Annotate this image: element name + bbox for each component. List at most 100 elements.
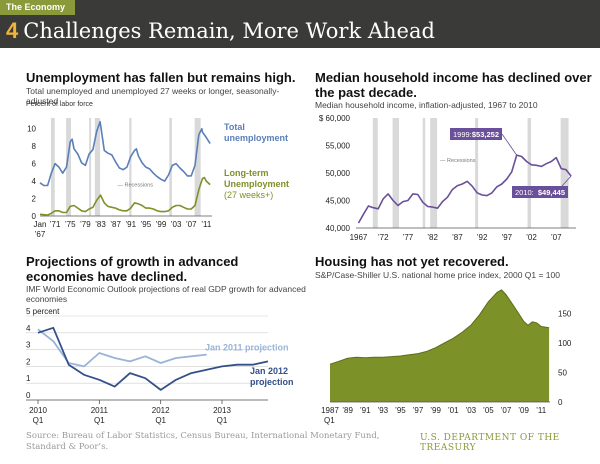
xtick-sublabel: Q1 bbox=[155, 416, 166, 425]
ytick-label: 55,000 bbox=[326, 142, 351, 151]
projection-line-1 bbox=[37, 326, 269, 391]
growth-chart-title: Projections of growth in advanced econom… bbox=[26, 254, 239, 284]
recession-band-1 bbox=[392, 118, 400, 228]
series-label: Jan 2011 projection bbox=[205, 342, 289, 352]
housing-line bbox=[329, 289, 550, 365]
ytick-label: 10 bbox=[27, 125, 36, 134]
projection-line-0 bbox=[37, 328, 207, 368]
xtick-label: 2012 bbox=[152, 406, 170, 415]
xtick-label: ’11 bbox=[201, 220, 212, 229]
recession-band-0 bbox=[372, 118, 378, 228]
ytick-label: 0 bbox=[32, 212, 37, 221]
xtick-label: ’71 bbox=[50, 220, 61, 229]
series-label: Unemployment bbox=[224, 179, 289, 189]
recession-band-0 bbox=[50, 118, 55, 216]
xtick-label: 1987 bbox=[321, 406, 339, 415]
ytick-label: 5 percent bbox=[26, 307, 60, 316]
ytick-label: 4 bbox=[32, 177, 37, 186]
xtick-label: ’97 bbox=[413, 406, 424, 415]
ytick-label: 50,000 bbox=[326, 169, 351, 178]
annotation-box-1 bbox=[512, 186, 568, 198]
xtick-label: ’11 bbox=[536, 406, 547, 415]
income-chart-title: Median household income has declined ove… bbox=[315, 70, 592, 100]
xtick-label: ’75 bbox=[65, 220, 76, 229]
recession-band-3 bbox=[430, 118, 438, 228]
recession-label: — Recessions bbox=[440, 158, 476, 164]
xtick-label: 1967 bbox=[350, 233, 368, 242]
recession-band-5 bbox=[527, 118, 532, 228]
xtick-label: ’97 bbox=[501, 233, 512, 242]
ytick-label: 2 bbox=[32, 195, 37, 204]
series-label: (27 weeks+) bbox=[224, 190, 273, 200]
ytick-label: 8 bbox=[32, 142, 37, 151]
xtick-sublabel: ’67 bbox=[35, 230, 46, 239]
income-line bbox=[357, 154, 572, 224]
unemployment-chart: Percent of labor force — Recessions 0 2 4 6 8 1… bbox=[26, 101, 289, 239]
ytick-label: 100 bbox=[558, 339, 572, 348]
ytick-label: 40,000 bbox=[326, 224, 351, 233]
xtick-sublabel: Q1 bbox=[217, 416, 228, 425]
annotation-year: 1999: bbox=[453, 130, 472, 139]
xtick-label: ’79 bbox=[80, 220, 91, 229]
series-line-0 bbox=[39, 120, 211, 187]
unemployment-ylabel: Percent of labor force bbox=[26, 101, 93, 108]
xtick-label: ’92 bbox=[477, 233, 488, 242]
ytick-label: 0 bbox=[558, 398, 563, 407]
annotation-value: $49,445 bbox=[538, 188, 565, 197]
annotation-leader bbox=[561, 175, 572, 187]
xtick-label: ’82 bbox=[427, 233, 438, 242]
xtick-label: ’72 bbox=[378, 233, 389, 242]
xtick-label: ’87 bbox=[110, 220, 121, 229]
ytick-label: 2 bbox=[26, 357, 31, 366]
housing-chart-subtitle: S&P/Case-Shiller U.S. national home pric… bbox=[315, 270, 560, 280]
ytick-label: 1 bbox=[26, 374, 31, 383]
section-eyebrow: The Economy bbox=[0, 0, 76, 15]
unemployment-chart-subtitle: Total unemployed and unemployed 27 weeks… bbox=[26, 86, 280, 106]
page-title: 4 Challenges Remain, More Work Ahead bbox=[6, 14, 435, 48]
footer-source: Source: Bureau of Labor Statistics, Cens… bbox=[26, 431, 380, 452]
xtick-label: ’91 bbox=[360, 406, 371, 415]
recession-band-6 bbox=[560, 118, 569, 228]
ytick-label: 50 bbox=[558, 369, 567, 378]
xtick-label: ’07 bbox=[186, 220, 197, 229]
xtick-sublabel: Q1 bbox=[33, 416, 44, 425]
xtick-label: 2010 bbox=[29, 406, 47, 415]
series-label: Total bbox=[224, 122, 245, 132]
xtick-label: ’07 bbox=[501, 406, 512, 415]
xtick-label: ’09 bbox=[518, 406, 529, 415]
section-number: 4 bbox=[6, 18, 19, 43]
ytick-label: 6 bbox=[32, 160, 37, 169]
recession-band-4 bbox=[129, 118, 132, 216]
recession-band-2 bbox=[89, 118, 92, 216]
recession-band-3 bbox=[94, 118, 101, 216]
xtick-label: 2011 bbox=[91, 406, 109, 415]
annotation-value: $53,252 bbox=[472, 130, 499, 139]
xtick-sublabel: Q1 bbox=[324, 416, 335, 425]
series-label: unemployment bbox=[224, 133, 288, 143]
ytick-label: 3 bbox=[26, 341, 31, 350]
xtick-label: ’03 bbox=[171, 220, 182, 229]
ytick-label: 150 bbox=[558, 310, 572, 319]
series-label: Jan 2012 bbox=[250, 366, 288, 376]
xtick-label: ’99 bbox=[430, 406, 441, 415]
annotation-box-0 bbox=[450, 128, 502, 140]
xtick-label: ’03 bbox=[465, 406, 476, 415]
recession-band-6 bbox=[194, 118, 201, 216]
xtick-label: ’01 bbox=[448, 406, 459, 415]
xtick-label: ’02 bbox=[526, 233, 537, 242]
xtick-label: ’91 bbox=[125, 220, 136, 229]
xtick-label: ’95 bbox=[395, 406, 406, 415]
housing-chart-title: Housing has not yet recovered. bbox=[315, 254, 509, 269]
series-label: projection bbox=[250, 377, 294, 387]
unemployment-chart-title: Unemployment has fallen but remains high… bbox=[26, 70, 296, 85]
recession-band-5 bbox=[169, 118, 172, 216]
recession-band-4 bbox=[475, 118, 479, 228]
ytick-label: 45,000 bbox=[326, 197, 351, 206]
xtick-label: ’07 bbox=[551, 233, 562, 242]
xtick-label: 2013 bbox=[213, 406, 231, 415]
recession-band-1 bbox=[66, 118, 71, 216]
ytick-label: 0 bbox=[26, 391, 31, 400]
xtick-label: ’99 bbox=[156, 220, 167, 229]
ytick-label: 4 bbox=[26, 324, 31, 333]
